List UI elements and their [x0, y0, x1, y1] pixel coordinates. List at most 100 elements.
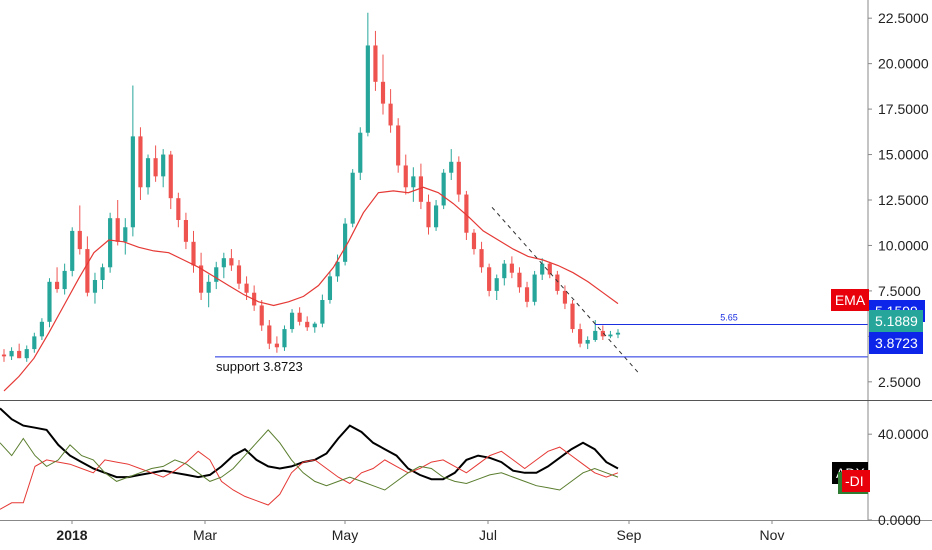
support-price-tag-label: 3.8723: [875, 335, 918, 351]
candle-body: [380, 81, 386, 104]
candle-body: [206, 281, 211, 293]
candle-body: [168, 154, 173, 199]
ind-y-tick-label: 40.0000: [878, 426, 929, 442]
candle-body: [517, 272, 522, 288]
candle-body: [267, 325, 272, 344]
candle-body: [608, 334, 613, 337]
y-tick-label: 22.5000: [878, 10, 929, 26]
candle-body: [176, 198, 181, 220]
candle-body: [183, 220, 189, 242]
x-tick-label: 2018: [56, 527, 87, 543]
y-tick-label: 12.5000: [878, 192, 929, 208]
ema-tag: [831, 289, 869, 311]
candle-body: [312, 323, 317, 328]
candle-body: [274, 343, 279, 348]
candle-body: [54, 281, 60, 290]
candle-body: [17, 350, 22, 359]
candle-body: [433, 205, 439, 228]
main-price-pane: 5.65 support 3.8723: [1, 12, 868, 392]
candle-body: [9, 350, 14, 357]
last-price-tag: [869, 310, 923, 332]
x-tick-label: May: [332, 527, 358, 543]
indicator-line-di: [0, 429, 619, 491]
candle-body: [524, 287, 530, 302]
candle-body: [593, 330, 598, 340]
indicator-line-di: [0, 446, 619, 510]
candle-body: [123, 227, 128, 242]
candle-body: [130, 136, 135, 228]
x-tick-label: Sep: [617, 527, 642, 543]
candle-body: [138, 136, 143, 188]
candle-body: [456, 161, 461, 195]
candle-body: [70, 230, 75, 271]
x-tick-label: Nov: [760, 527, 785, 543]
candle-body: [24, 349, 29, 359]
candle-body: [562, 290, 568, 304]
candle-body: [350, 172, 355, 224]
candle-body: [199, 265, 204, 293]
indicator-pane: [0, 407, 619, 510]
candle-body: [578, 329, 583, 344]
candle-body: [108, 218, 113, 268]
candle-body: [509, 263, 514, 273]
candle-body: [555, 274, 560, 291]
ema-line: [3, 186, 619, 392]
ema-tag-label: EMA: [835, 292, 866, 308]
candle-body: [100, 267, 105, 280]
candle-body: [115, 218, 120, 242]
candle-body: [343, 223, 348, 262]
candle-body: [229, 258, 234, 266]
candle-body: [335, 261, 340, 277]
candle-body: [585, 340, 590, 344]
candle-body: [464, 194, 469, 233]
candle-body: [62, 270, 67, 290]
y-tick-label: 20.0000: [878, 56, 929, 72]
candle-body: [153, 158, 158, 177]
candle-body: [244, 283, 249, 293]
candle-body: [289, 312, 295, 330]
candle-body: [403, 165, 408, 188]
last-price-tag-label: 5.1889: [875, 313, 918, 329]
candle-body: [547, 263, 552, 275]
candle-body: [305, 321, 310, 328]
candle-body: [471, 232, 477, 250]
candle-body: [411, 176, 416, 188]
candle-body: [32, 336, 37, 350]
candle-body: [327, 276, 333, 300]
candle-body: [449, 161, 454, 173]
candle-body: [388, 103, 393, 126]
candle-body: [145, 158, 151, 188]
trendline-dashed: [491, 206, 641, 375]
candle-body: [236, 265, 242, 284]
resistance-line-label: 5.65: [720, 313, 738, 323]
candle-body: [1, 354, 7, 357]
x-tick-label: Jul: [479, 527, 497, 543]
candle-body: [540, 263, 545, 275]
candle-body: [494, 278, 499, 291]
candle-body: [570, 303, 575, 330]
support-price-tag: [869, 332, 923, 354]
candle-body: [161, 154, 166, 177]
candle-body: [282, 329, 287, 348]
di-tag: [842, 470, 870, 492]
candle-body: [85, 249, 90, 293]
candle-body: [191, 241, 196, 266]
y-tick-label: 17.5000: [878, 101, 929, 117]
y-tick-label: 10.0000: [878, 237, 929, 253]
candle-body: [39, 321, 44, 337]
candle-body: [358, 132, 363, 173]
candle-body: [365, 45, 370, 133]
candle-body: [320, 300, 325, 324]
candle-body: [396, 125, 401, 166]
candle-body: [502, 263, 507, 279]
x-tick-label: Mar: [193, 527, 217, 543]
candle-body: [47, 281, 52, 322]
candle-body: [92, 280, 98, 293]
candle-body: [615, 332, 621, 335]
candle-body: [532, 274, 537, 302]
y-tick-label: 2.5000: [878, 374, 921, 390]
candle-body: [373, 45, 378, 82]
candle-body: [441, 172, 446, 206]
